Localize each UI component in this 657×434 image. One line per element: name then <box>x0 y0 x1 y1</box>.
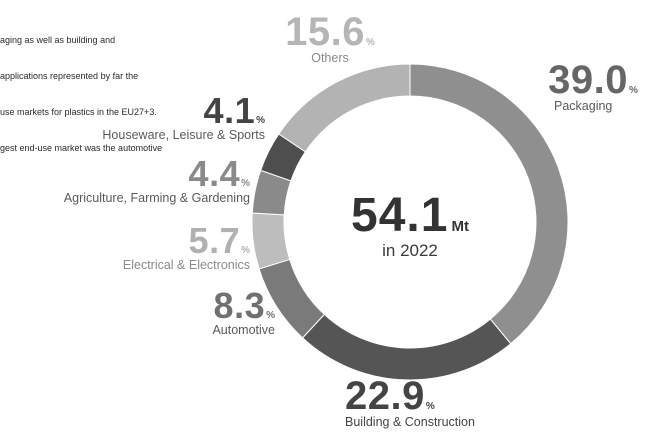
total-unit: Mt <box>451 218 469 235</box>
donut-slice-others <box>278 63 411 153</box>
intro-text: aging as well as building and applicatio… <box>0 10 250 166</box>
slice-percent: % <box>256 115 265 126</box>
donut-slice-building-construction <box>301 313 512 381</box>
center-total: 54.1 Mt in 2022 <box>320 188 500 261</box>
slice-label-electrical: 5.7% Electrical & Electronics <box>40 220 250 272</box>
slice-percent: % <box>241 245 250 256</box>
total-value: 54.1 <box>351 189 449 242</box>
slice-label-building: 22.9% Building & Construction <box>345 374 545 429</box>
slice-value: 39.0 <box>548 58 628 102</box>
intro-line: applications represented by far the <box>0 71 139 81</box>
slice-percent: % <box>365 37 375 48</box>
slice-label-agriculture: 4.4% Agriculture, Farming & Gardening <box>0 153 250 205</box>
intro-line: use markets for plastics in the EU27+3. <box>0 107 157 117</box>
slice-label-packaging: 39.0% Packaging <box>538 58 648 113</box>
slice-label-houseware: 4.1% Houseware, Leisure & Sports <box>40 90 265 142</box>
donut-slice-electrical-electronics <box>251 212 291 270</box>
slice-category: Packaging <box>554 99 613 113</box>
slice-value: 4.4 <box>188 153 241 194</box>
slice-category: Agriculture, Farming & Gardening <box>63 191 250 205</box>
intro-line: gest end-use market was the automotive <box>0 143 163 153</box>
intro-line: aging as well as building and <box>0 35 116 45</box>
slice-value: 8.3 <box>213 285 266 326</box>
slice-percent: % <box>628 85 638 96</box>
slice-label-others: 15.6% Others <box>280 10 380 65</box>
slice-category: Automotive <box>212 323 275 337</box>
slice-label-automotive: 8.3% Automotive <box>160 285 275 337</box>
slice-category: Building & Construction <box>345 415 475 429</box>
slice-percent: % <box>241 178 250 189</box>
slice-category: Electrical & Electronics <box>122 258 250 272</box>
slice-value: 22.9 <box>345 374 425 418</box>
slice-value: 4.1 <box>203 90 256 131</box>
slice-percent: % <box>266 310 275 321</box>
slice-value: 15.6 <box>285 10 365 54</box>
total-year-label: in 2022 <box>382 241 438 260</box>
slice-category: Houseware, Leisure & Sports <box>102 128 265 142</box>
slice-value: 5.7 <box>188 220 241 261</box>
slice-percent: % <box>425 401 435 412</box>
slice-category: Others <box>311 51 349 65</box>
